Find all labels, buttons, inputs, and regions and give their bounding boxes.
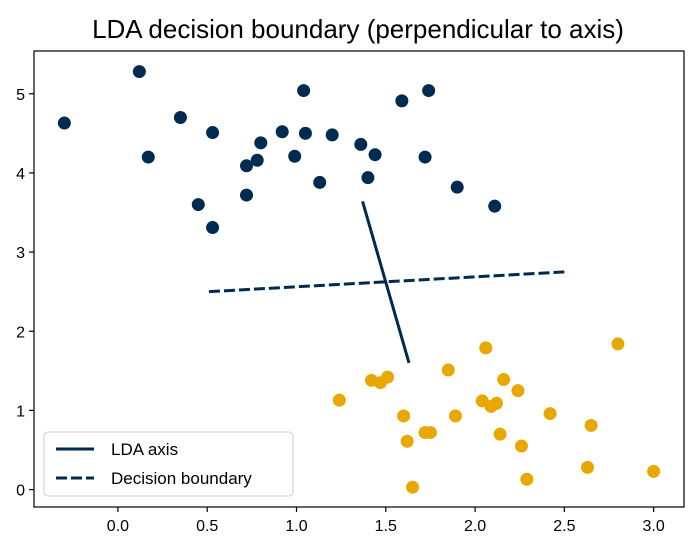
scatter-point-0-11 xyxy=(275,125,289,139)
scatter-point-1-12 xyxy=(479,341,493,355)
y-tick-label: 0 xyxy=(16,483,25,500)
scatter-point-0-15 xyxy=(313,175,327,189)
scatter-point-1-20 xyxy=(543,407,557,421)
scatter-point-1-0 xyxy=(332,393,346,407)
y-tick-label: 2 xyxy=(16,324,25,341)
scatter-point-0-6 xyxy=(206,221,220,235)
scatter-point-0-0 xyxy=(57,116,71,130)
x-tick-label: 2.0 xyxy=(464,518,486,535)
scatter-point-0-1 xyxy=(132,65,146,79)
scatter-point-0-9 xyxy=(250,153,264,167)
scatter-point-1-19 xyxy=(520,472,534,486)
scatter-point-1-21 xyxy=(581,460,595,474)
lda-axis-line xyxy=(361,201,411,364)
scatter-point-1-15 xyxy=(493,427,507,441)
scatter-point-1-10 xyxy=(448,409,462,423)
scatter-point-0-24 xyxy=(488,199,502,213)
y-tick-label: 1 xyxy=(16,403,25,420)
scatter-point-0-4 xyxy=(191,198,205,212)
series-0 xyxy=(57,65,502,235)
scatter-point-1-5 xyxy=(400,434,414,448)
scatter-point-1-9 xyxy=(441,363,455,377)
plot-frame xyxy=(33,50,685,508)
x-tick-label: 2.5 xyxy=(553,518,575,535)
scatter-point-0-8 xyxy=(240,188,253,202)
scatter-point-0-12 xyxy=(288,149,302,163)
series-1 xyxy=(332,337,661,494)
scatter-point-0-22 xyxy=(422,84,436,98)
scatter-point-0-23 xyxy=(450,180,464,194)
scatter-point-1-6 xyxy=(406,480,420,494)
scatter-point-0-16 xyxy=(325,128,339,142)
x-tick-label: 1.5 xyxy=(375,518,397,535)
x-tick-label: 0.0 xyxy=(107,518,129,535)
legend-box xyxy=(43,431,294,497)
y-tick-label: 4 xyxy=(16,166,25,183)
scatter-point-0-3 xyxy=(173,111,187,124)
scatter-point-1-23 xyxy=(611,337,625,351)
scatter-point-0-14 xyxy=(298,126,312,140)
x-tick-label: 1.0 xyxy=(285,518,307,535)
scatter-point-1-14 xyxy=(490,396,503,410)
scatter-point-0-2 xyxy=(141,150,155,164)
scatter-point-1-18 xyxy=(515,439,528,453)
scatter-point-0-19 xyxy=(368,148,382,162)
scatter-point-1-16 xyxy=(497,373,511,387)
scatter-point-0-10 xyxy=(254,136,268,150)
chart-title: LDA decision boundary (perpendicular to … xyxy=(92,14,624,44)
x-axis: 0.0 0.5 1.0 1.5 2.0 2.5 3.0 xyxy=(107,507,665,535)
y-tick-label: 3 xyxy=(16,245,25,262)
y-axis: 0 1 2 3 4 5 xyxy=(16,87,34,500)
legend-label-lda-axis: LDA axis xyxy=(111,440,178,459)
scatter-point-0-21 xyxy=(418,150,432,164)
scatter-point-0-5 xyxy=(206,126,220,140)
x-tick-label: 3.0 xyxy=(643,518,665,535)
scatter-point-1-3 xyxy=(381,370,395,384)
scatter-point-0-17 xyxy=(354,137,368,151)
scatter-point-1-22 xyxy=(584,418,598,432)
lines-layer xyxy=(208,201,565,364)
legend: LDA axis Decision boundary xyxy=(43,431,294,497)
x-tick-label: 0.5 xyxy=(196,518,218,535)
scatter-point-1-8 xyxy=(423,426,437,440)
y-tick-label: 5 xyxy=(16,87,25,104)
legend-label-decision-boundary: Decision boundary xyxy=(111,469,252,488)
scatter-point-0-18 xyxy=(361,171,375,185)
scatter-point-1-17 xyxy=(511,384,525,398)
scatter-point-0-20 xyxy=(395,94,409,108)
scatter-point-1-4 xyxy=(397,409,411,423)
scatter-point-1-24 xyxy=(647,464,661,478)
scatter-point-0-7 xyxy=(240,159,253,173)
series-layer xyxy=(57,65,661,494)
scatter-point-0-13 xyxy=(297,84,311,98)
